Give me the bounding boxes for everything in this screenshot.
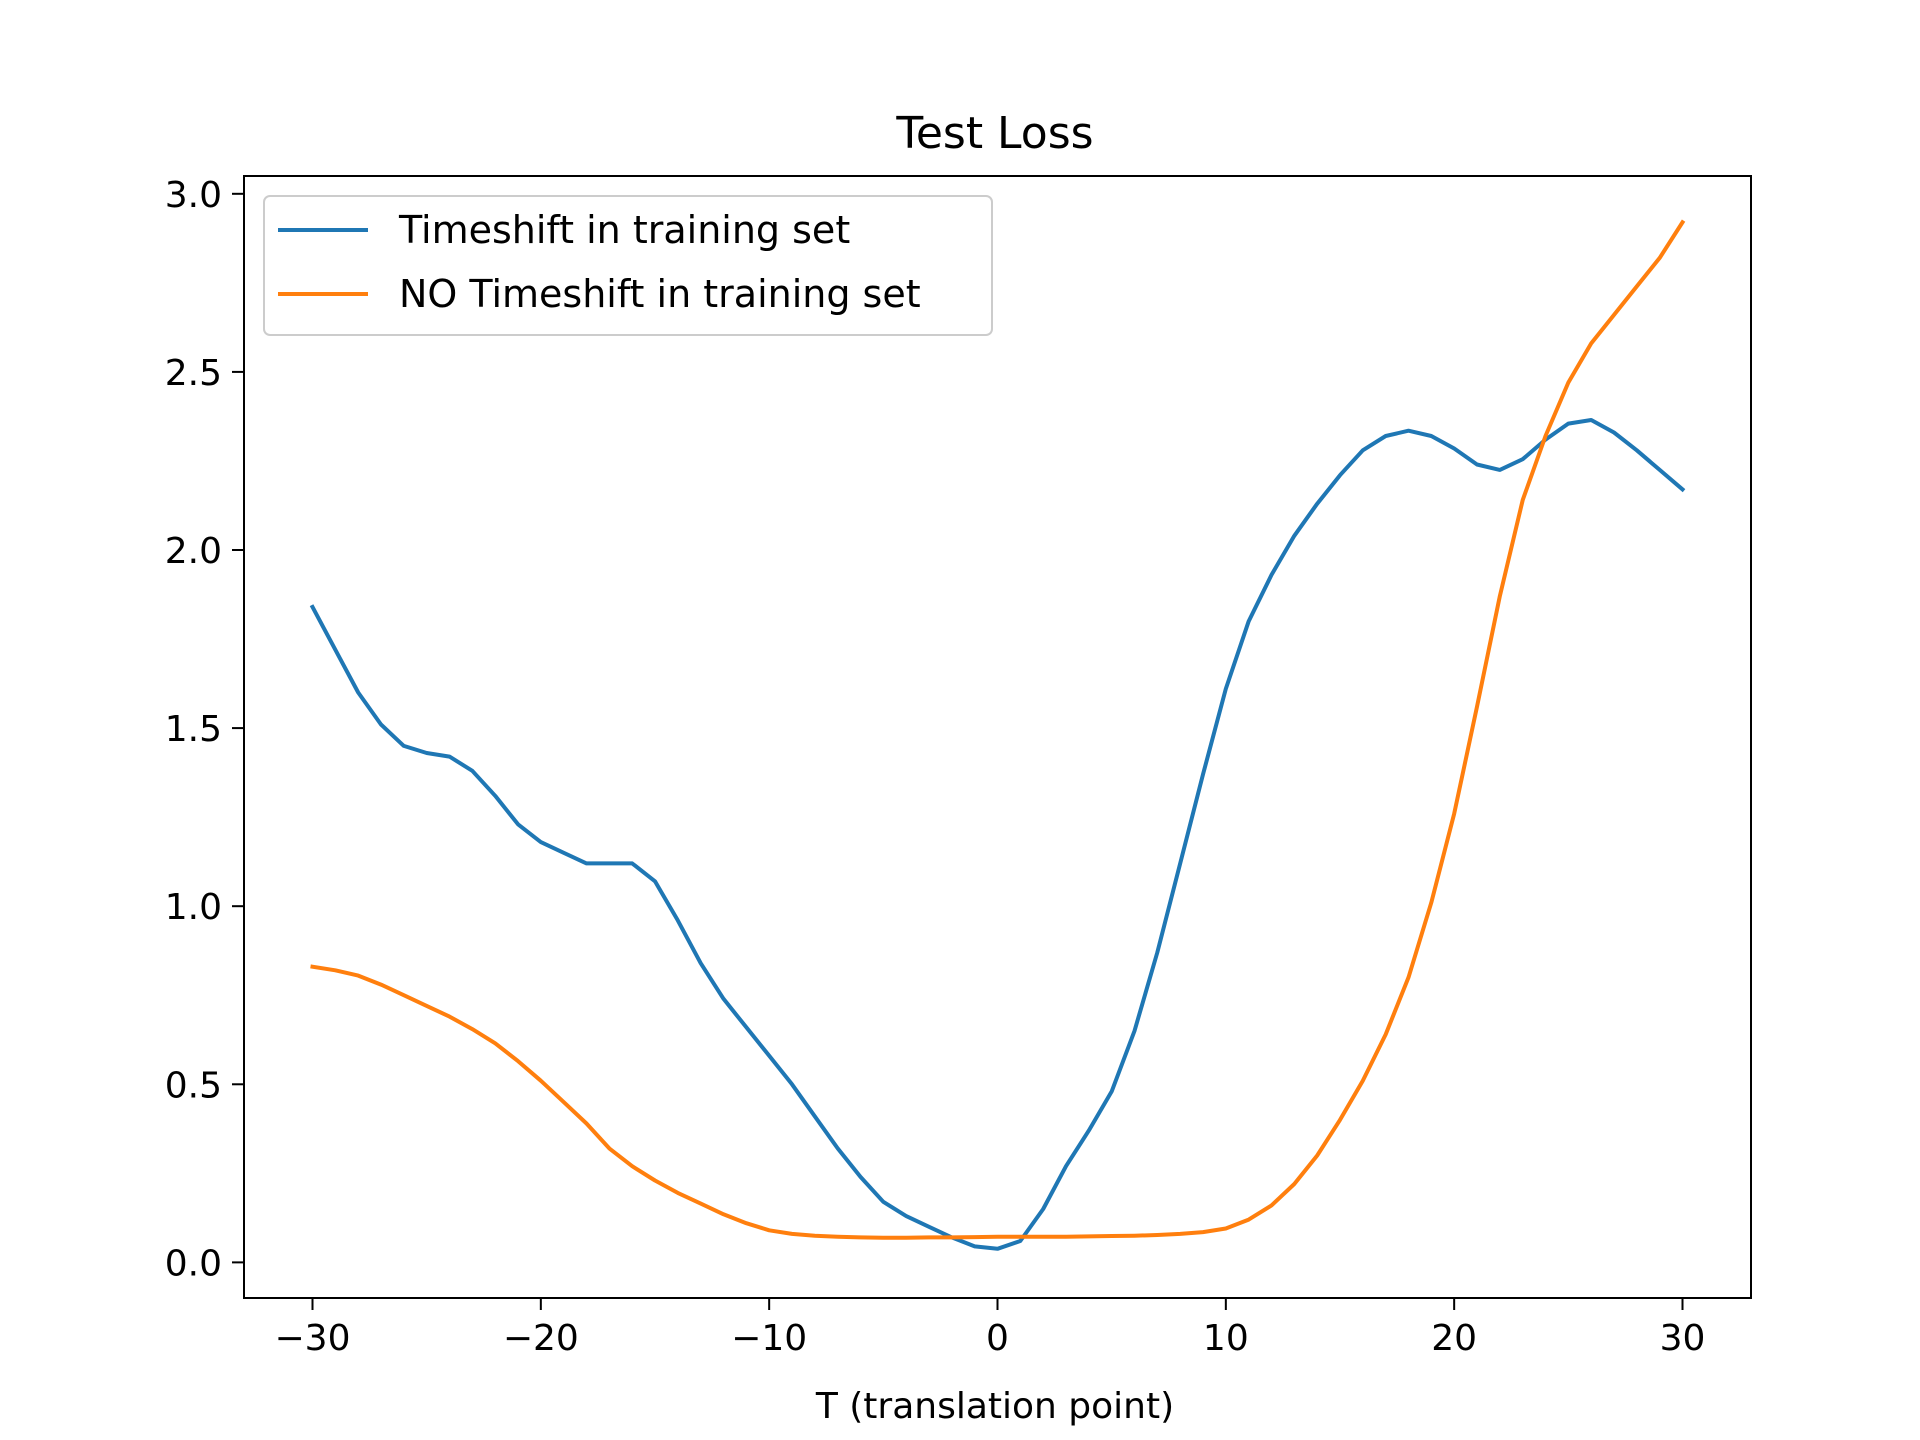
series-line-1 bbox=[310, 219, 1686, 1240]
y-tick-label: 3.0 bbox=[165, 175, 222, 216]
series-line-0 bbox=[309, 418, 1686, 1251]
x-tick-label: 30 bbox=[1660, 1318, 1706, 1359]
y-tick-label: 0.5 bbox=[165, 1065, 222, 1106]
y-tick-label: 2.5 bbox=[165, 353, 222, 394]
x-tick-label: −10 bbox=[731, 1318, 807, 1359]
y-axis: 0.0 0.5 1.0 1.5 2.0 2.5 3.0 bbox=[165, 175, 244, 1284]
x-tick-label: −30 bbox=[275, 1318, 351, 1359]
plot-frame bbox=[243, 175, 1752, 1299]
x-axis-label: T (translation point) bbox=[815, 1386, 1174, 1427]
series-layer bbox=[309, 219, 1686, 1251]
chart-title: Test Loss bbox=[895, 108, 1093, 159]
legend-box bbox=[263, 195, 993, 336]
legend-label-0: Timeshift in training set bbox=[398, 208, 850, 252]
legend-label-1: NO Timeshift in training set bbox=[399, 272, 921, 316]
y-tick-label: 0.0 bbox=[165, 1243, 222, 1284]
y-tick-label: 2.0 bbox=[165, 531, 222, 572]
x-axis: −30 −20 −10 0 10 20 30 bbox=[275, 1298, 1706, 1359]
x-tick-label: −20 bbox=[503, 1318, 579, 1359]
x-tick-label: 10 bbox=[1203, 1318, 1249, 1359]
y-tick-label: 1.0 bbox=[165, 887, 222, 928]
x-tick-label: 20 bbox=[1431, 1318, 1477, 1359]
x-tick-label: 0 bbox=[986, 1318, 1009, 1359]
legend: Timeshift in training set NO Timeshift in… bbox=[263, 195, 993, 336]
y-tick-label: 1.5 bbox=[165, 709, 222, 750]
